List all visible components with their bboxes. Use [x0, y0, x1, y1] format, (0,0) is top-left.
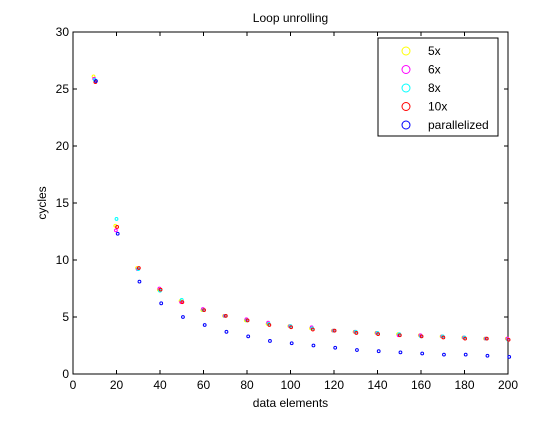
chart-title: Loop unrolling: [253, 11, 328, 25]
data-point: [334, 346, 337, 349]
data-point: [377, 350, 380, 353]
data-point: [160, 302, 163, 305]
x-tick-label: 20: [110, 378, 124, 392]
data-point: [138, 280, 141, 283]
y-axis-label: cycles: [35, 186, 49, 219]
data-point: [269, 340, 272, 343]
data-point: [115, 229, 118, 232]
x-tick-label: 0: [70, 378, 77, 392]
data-point: [421, 352, 424, 355]
legend-label: 5x: [428, 44, 441, 58]
x-tick-label: 160: [411, 378, 431, 392]
legend-label: parallelized: [428, 118, 489, 132]
x-tick-label: 80: [240, 378, 254, 392]
y-tick-label: 5: [62, 310, 69, 324]
y-tick-label: 15: [56, 196, 70, 210]
data-point: [203, 324, 206, 327]
data-point: [290, 342, 293, 345]
data-point: [486, 354, 489, 357]
data-point: [182, 316, 185, 319]
data-point: [399, 351, 402, 354]
x-tick-label: 180: [454, 378, 474, 392]
x-tick-label: 200: [498, 378, 518, 392]
data-point: [116, 226, 119, 229]
y-tick-label: 30: [56, 25, 70, 39]
y-tick-label: 25: [56, 82, 70, 96]
data-point: [225, 330, 228, 333]
y-tick-label: 10: [56, 253, 70, 267]
x-axis-label: data elements: [253, 396, 328, 410]
data-point: [443, 353, 446, 356]
y-tick-label: 20: [56, 139, 70, 153]
legend-label: 8x: [428, 81, 441, 95]
x-tick-label: 120: [324, 378, 344, 392]
x-tick-label: 60: [197, 378, 211, 392]
legend-label: 6x: [428, 63, 441, 77]
data-point: [247, 335, 250, 338]
legend-label: 10x: [428, 100, 447, 114]
data-point: [356, 349, 359, 352]
data-point: [116, 232, 119, 235]
data-point: [115, 218, 118, 221]
x-tick-label: 140: [367, 378, 387, 392]
x-tick-label: 100: [280, 378, 300, 392]
data-point: [312, 344, 315, 347]
x-tick-label: 40: [153, 378, 167, 392]
data-point: [464, 353, 467, 356]
data-point: [508, 356, 511, 359]
y-tick-label: 0: [62, 367, 69, 381]
legend: 5x 6x 8x 10x parallelized: [378, 38, 498, 136]
